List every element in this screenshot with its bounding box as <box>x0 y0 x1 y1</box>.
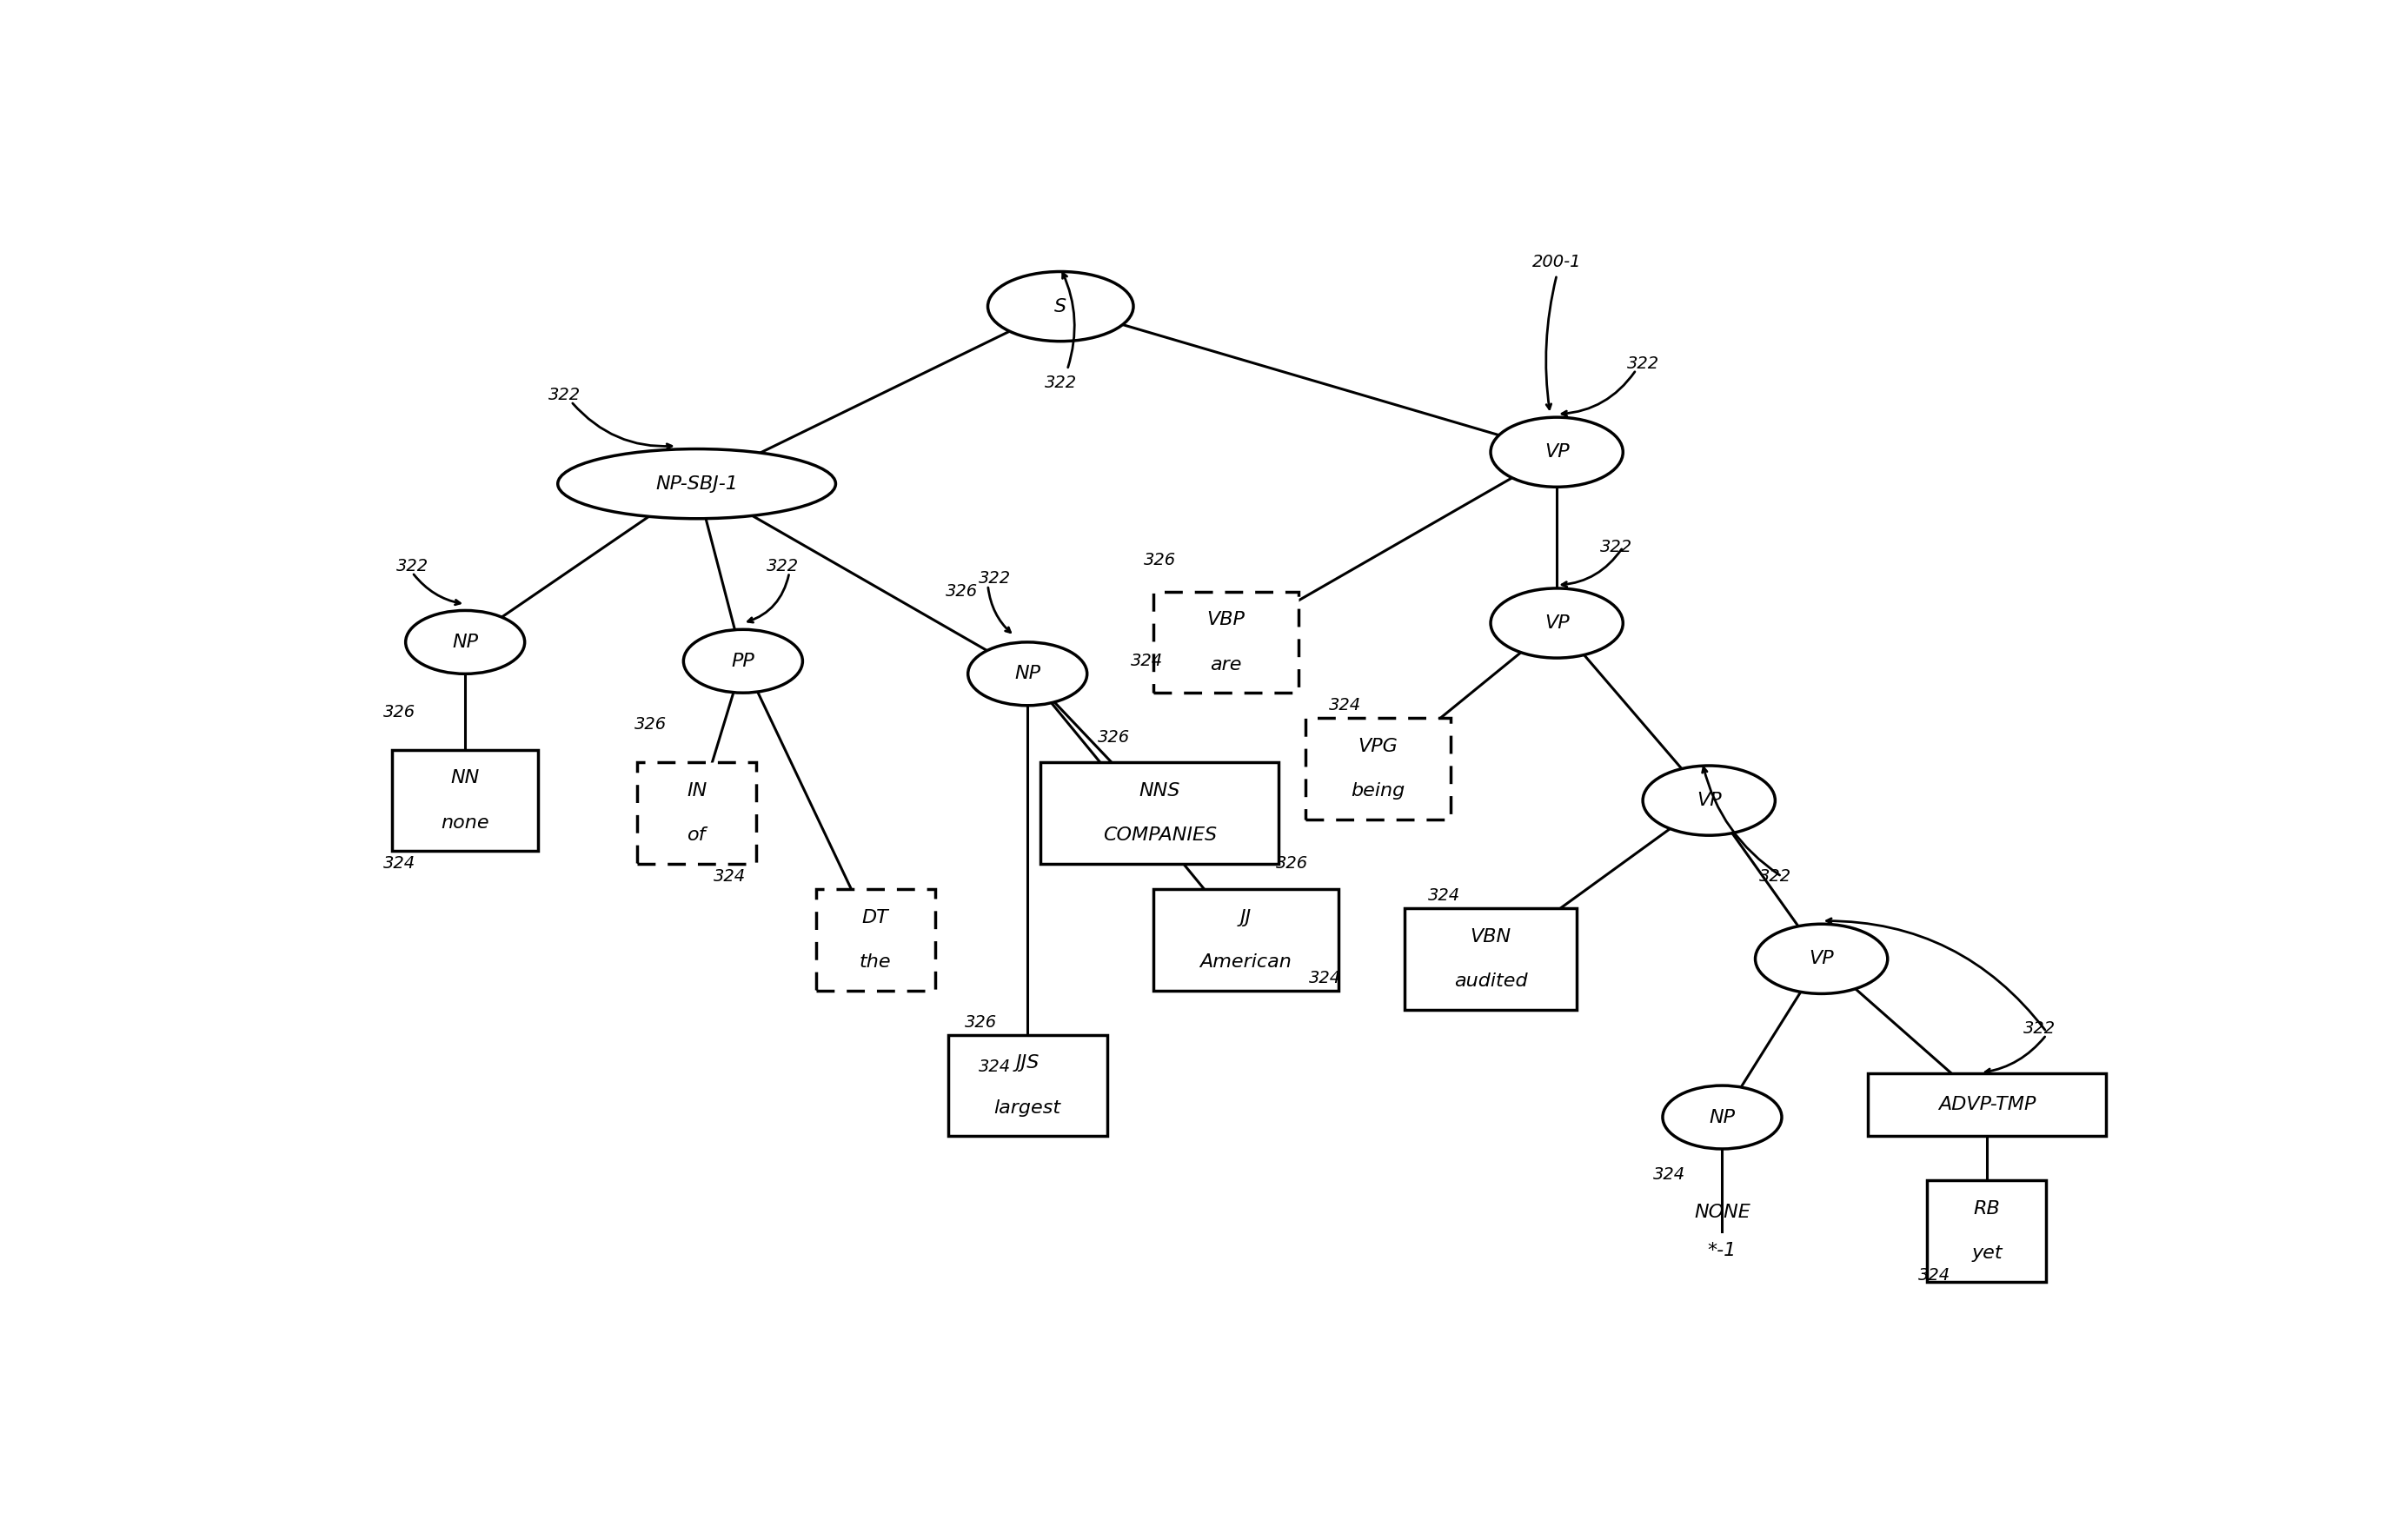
Text: 322: 322 <box>767 557 799 574</box>
Ellipse shape <box>405 610 525 675</box>
Text: audited: audited <box>1453 972 1528 990</box>
Text: 322: 322 <box>978 570 1010 587</box>
Text: NP: NP <box>1014 665 1041 682</box>
Text: DT: DT <box>861 909 890 926</box>
Text: of: of <box>688 827 705 844</box>
Ellipse shape <box>1492 417 1623 487</box>
Text: VPG: VPG <box>1357 738 1398 755</box>
Text: 326: 326 <box>1098 728 1129 745</box>
Text: 322: 322 <box>1599 539 1633 556</box>
FancyBboxPatch shape <box>1305 718 1451 819</box>
Text: NONE: NONE <box>1693 1204 1751 1221</box>
Ellipse shape <box>1643 765 1775 835</box>
Text: none: none <box>441 815 489 832</box>
Text: VBP: VBP <box>1206 611 1245 628</box>
Text: being: being <box>1350 782 1405 799</box>
Text: VP: VP <box>1544 444 1568 460</box>
Text: S: S <box>1055 297 1067 316</box>
Text: NP-SBJ-1: NP-SBJ-1 <box>655 476 739 493</box>
Text: 326: 326 <box>384 704 415 721</box>
Text: ADVP-TMP: ADVP-TMP <box>1938 1096 2036 1113</box>
Ellipse shape <box>1492 588 1623 658</box>
Ellipse shape <box>969 642 1086 705</box>
FancyBboxPatch shape <box>1041 762 1278 864</box>
Text: 322: 322 <box>549 387 580 403</box>
Text: NP: NP <box>453 633 477 651</box>
Text: 322: 322 <box>396 557 429 574</box>
Text: 324: 324 <box>1309 970 1340 986</box>
FancyBboxPatch shape <box>1153 591 1300 693</box>
Text: 324: 324 <box>1652 1166 1686 1183</box>
Text: 326: 326 <box>633 716 667 733</box>
FancyBboxPatch shape <box>1928 1181 2045 1281</box>
Text: 326: 326 <box>964 1013 998 1030</box>
Text: the: the <box>858 953 892 970</box>
Text: 326: 326 <box>1276 856 1309 872</box>
Ellipse shape <box>1662 1086 1782 1149</box>
FancyBboxPatch shape <box>1405 909 1575 1010</box>
Text: RB: RB <box>1974 1200 2000 1218</box>
Text: IN: IN <box>686 782 707 799</box>
Text: JJS: JJS <box>1017 1055 1038 1072</box>
Text: VP: VP <box>1544 614 1568 631</box>
Ellipse shape <box>683 630 803 693</box>
Text: VP: VP <box>1808 950 1834 967</box>
FancyBboxPatch shape <box>1153 889 1338 990</box>
Text: 322: 322 <box>1626 356 1659 371</box>
Text: 322: 322 <box>1046 374 1077 391</box>
Ellipse shape <box>1755 924 1887 993</box>
Text: NNS: NNS <box>1139 782 1180 799</box>
Text: *-1: *-1 <box>1707 1241 1736 1258</box>
Text: 324: 324 <box>1918 1267 1950 1284</box>
FancyBboxPatch shape <box>1868 1073 2105 1137</box>
Text: American: American <box>1199 953 1293 970</box>
Text: 200-1: 200-1 <box>1532 254 1580 271</box>
Text: JJ: JJ <box>1240 909 1252 926</box>
Text: 324: 324 <box>1429 887 1460 904</box>
Text: NN: NN <box>451 770 480 787</box>
FancyBboxPatch shape <box>815 889 935 990</box>
Text: 326: 326 <box>1144 551 1175 568</box>
Text: COMPANIES: COMPANIES <box>1103 827 1216 844</box>
Text: largest: largest <box>995 1100 1060 1116</box>
Ellipse shape <box>988 271 1134 342</box>
FancyBboxPatch shape <box>947 1035 1108 1137</box>
Text: are: are <box>1211 656 1242 673</box>
Text: 322: 322 <box>2024 1021 2055 1036</box>
Text: VBN: VBN <box>1470 929 1511 946</box>
Ellipse shape <box>559 450 835 519</box>
Text: 326: 326 <box>945 584 978 599</box>
Text: 324: 324 <box>384 856 415 872</box>
Text: 322: 322 <box>1760 869 1791 885</box>
Text: 324: 324 <box>1129 653 1163 670</box>
Text: 324: 324 <box>1328 698 1362 713</box>
Text: 324: 324 <box>715 869 746 885</box>
Text: yet: yet <box>1971 1244 2002 1263</box>
FancyBboxPatch shape <box>638 762 755 864</box>
Text: NP: NP <box>1710 1109 1736 1126</box>
Text: VP: VP <box>1695 792 1722 808</box>
Text: 324: 324 <box>978 1058 1010 1075</box>
Text: PP: PP <box>731 653 755 670</box>
FancyBboxPatch shape <box>393 750 537 852</box>
